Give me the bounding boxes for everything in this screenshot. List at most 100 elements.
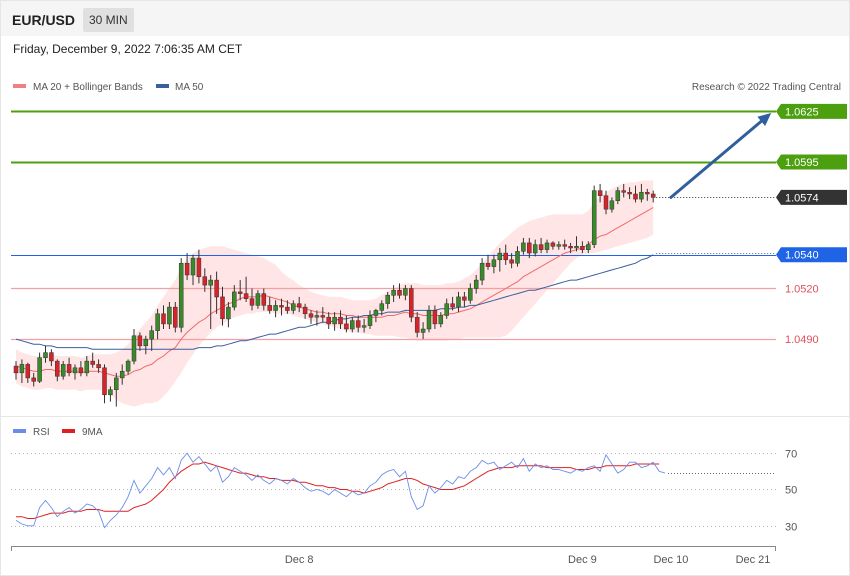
candle — [627, 187, 632, 200]
candle — [609, 197, 615, 213]
candle — [391, 285, 396, 302]
candle — [544, 239, 550, 254]
candle-body — [568, 246, 573, 249]
candle — [568, 242, 573, 254]
candle-body — [639, 192, 644, 200]
candle-body — [108, 389, 113, 396]
candle — [350, 317, 355, 333]
candle-body — [544, 242, 550, 250]
candle-body — [137, 335, 143, 347]
candle — [261, 288, 267, 311]
candle-body — [468, 288, 473, 301]
candle — [296, 296, 302, 313]
candle-body — [355, 320, 361, 328]
candle — [586, 241, 591, 254]
candle-body — [403, 288, 408, 296]
candle — [491, 254, 497, 274]
candle — [503, 244, 508, 265]
candle-body — [320, 315, 326, 318]
interval-button[interactable]: 30 MIN — [83, 8, 134, 32]
candle-body — [114, 377, 119, 390]
rsi-line — [15, 452, 666, 529]
candle — [379, 300, 385, 316]
candle — [473, 275, 479, 294]
candle — [243, 276, 249, 302]
candle — [485, 254, 491, 270]
candle — [25, 362, 31, 383]
candle-body — [220, 296, 225, 320]
candle — [574, 236, 579, 252]
legend-swatch-ma20 — [13, 84, 26, 88]
candle — [131, 329, 137, 365]
candle-body — [521, 242, 526, 252]
bollinger-band-area — [16, 180, 654, 407]
candle-body — [414, 316, 420, 333]
candle-body — [591, 190, 597, 245]
candle — [173, 302, 178, 333]
candle-body — [214, 279, 219, 298]
candle — [78, 361, 84, 377]
price-tag-text: 1.0595 — [785, 157, 819, 169]
candle-body — [580, 246, 585, 250]
candle-body — [60, 364, 66, 377]
candle — [550, 241, 556, 250]
candle-body — [650, 193, 656, 198]
candle — [450, 296, 455, 311]
candle — [19, 359, 25, 383]
candle-body — [226, 306, 231, 320]
candle — [432, 305, 438, 329]
candle-body — [249, 298, 255, 306]
legend-label-ma20: MA 20 + Bollinger Bands — [33, 82, 143, 93]
candle-body — [450, 303, 455, 308]
candle — [108, 386, 113, 402]
chart-datetime: Friday, December 9, 2022 7:06:35 AM CET — [13, 42, 243, 56]
candle — [102, 364, 107, 404]
price-label-1.0490: 1.0490 — [785, 334, 819, 346]
candle — [125, 359, 131, 375]
candle — [497, 248, 503, 272]
legend-swatch-ma50 — [156, 84, 169, 88]
candle — [149, 325, 154, 351]
candle-body — [527, 242, 532, 254]
candle — [468, 283, 473, 304]
candle — [414, 312, 420, 338]
candle-body — [562, 244, 567, 247]
candle-body — [344, 323, 349, 330]
candle-body — [273, 305, 278, 311]
research-credit: Research © 2022 Trading Central — [692, 82, 841, 93]
candle — [161, 305, 166, 329]
candle — [13, 361, 19, 380]
candle-body — [285, 306, 290, 311]
candle-body — [503, 252, 508, 261]
candle — [279, 298, 284, 316]
price-tag-text: 1.0574 — [785, 192, 819, 204]
candle — [314, 310, 320, 326]
candle — [409, 285, 414, 323]
candle-body — [131, 335, 137, 362]
candle — [538, 237, 544, 254]
candle-body — [397, 289, 402, 296]
candle — [190, 254, 196, 286]
candle-body — [361, 325, 367, 328]
candle — [49, 349, 54, 367]
candle — [84, 356, 90, 377]
candle — [267, 296, 272, 314]
x-axis-label: Dec 10 — [653, 554, 688, 566]
candle — [444, 298, 449, 319]
candle — [338, 310, 343, 329]
candle-body — [515, 251, 520, 264]
candle — [355, 315, 361, 333]
candle — [403, 285, 408, 301]
candle — [302, 303, 308, 319]
candle — [509, 253, 514, 269]
price-tag-bg — [776, 189, 847, 205]
candle — [456, 291, 461, 313]
candle — [591, 185, 597, 248]
candle — [479, 258, 485, 286]
candle-body — [350, 320, 355, 330]
candle — [527, 237, 532, 259]
candle-body — [426, 310, 432, 330]
candle-body — [308, 313, 314, 318]
candle-body — [444, 303, 449, 316]
candle — [55, 359, 60, 382]
